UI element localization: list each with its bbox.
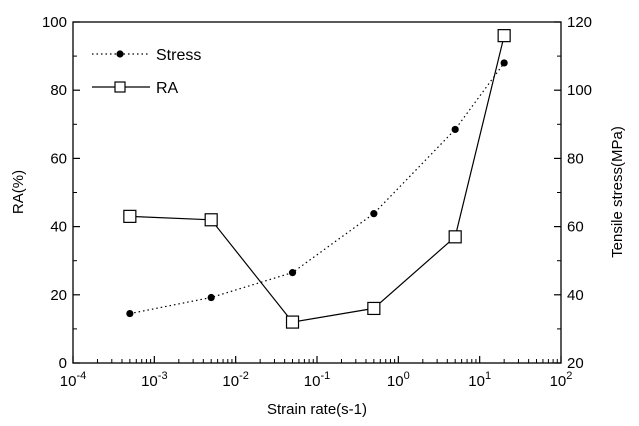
series-ra-point (448, 230, 462, 244)
legend-ra-marker (114, 81, 126, 93)
x-tick-label: 10-2 (222, 370, 248, 390)
right-y-tick-label: 20 (567, 355, 584, 372)
left-y-axis-label: RA(%) (10, 170, 27, 214)
right-y-tick-label: 80 (567, 150, 584, 167)
x-tick-label: 101 (468, 370, 491, 390)
left-y-tick-label: 80 (50, 82, 67, 99)
series-stress-line (129, 62, 505, 315)
right-y-tick-label: 120 (567, 14, 592, 31)
right-y-tick-label: 60 (567, 219, 584, 236)
x-tick-label: 10-3 (141, 370, 167, 390)
x-tick-label: 10-1 (304, 370, 330, 390)
series-ra-point (204, 213, 218, 227)
left-y-tick-label: 0 (59, 355, 67, 372)
left-y-axis-ticks: 0 20 40 60 80 100 (42, 14, 80, 372)
series-layer (123, 29, 511, 329)
series-ra-point (367, 301, 381, 316)
legend-stress-marker (116, 50, 124, 58)
series-ra-point (123, 209, 137, 223)
series-ra-point (285, 315, 300, 329)
right-y-axis-label: Tensile stress(MPa) (609, 126, 626, 258)
left-y-tick-label: 20 (50, 287, 67, 304)
legend-ra-label: RA (156, 80, 179, 97)
legend-stress-label: Stress (156, 47, 201, 64)
series-stress-point (207, 293, 215, 302)
series-stress-point (288, 269, 297, 277)
right-y-tick-label: 40 (567, 287, 584, 304)
left-y-tick-label: 100 (42, 14, 67, 31)
series-stress-point (500, 59, 508, 67)
left-y-tick-label: 60 (50, 150, 67, 167)
series-stress-point (126, 309, 134, 318)
series-ra-point (497, 29, 511, 43)
right-y-axis-ticks: 20 40 60 80 100 120 (554, 14, 592, 372)
plot-frame (72, 21, 562, 364)
x-tick-label: 10-4 (60, 370, 86, 390)
left-y-tick-label: 40 (50, 219, 67, 236)
x-tick-label: 102 (550, 370, 573, 390)
legend: Stress RA (92, 47, 201, 97)
x-tick-label: 100 (387, 370, 410, 390)
x-axis-label: Strain rate(s-1) (267, 401, 367, 418)
series-stress-point (370, 210, 378, 218)
x-axis-ticks: 10-4 10-3 10-2 10-1 100 101 102 (60, 356, 573, 390)
series-ra-line (129, 35, 505, 323)
right-y-tick-label: 100 (567, 82, 592, 99)
series-stress-point (451, 125, 459, 134)
